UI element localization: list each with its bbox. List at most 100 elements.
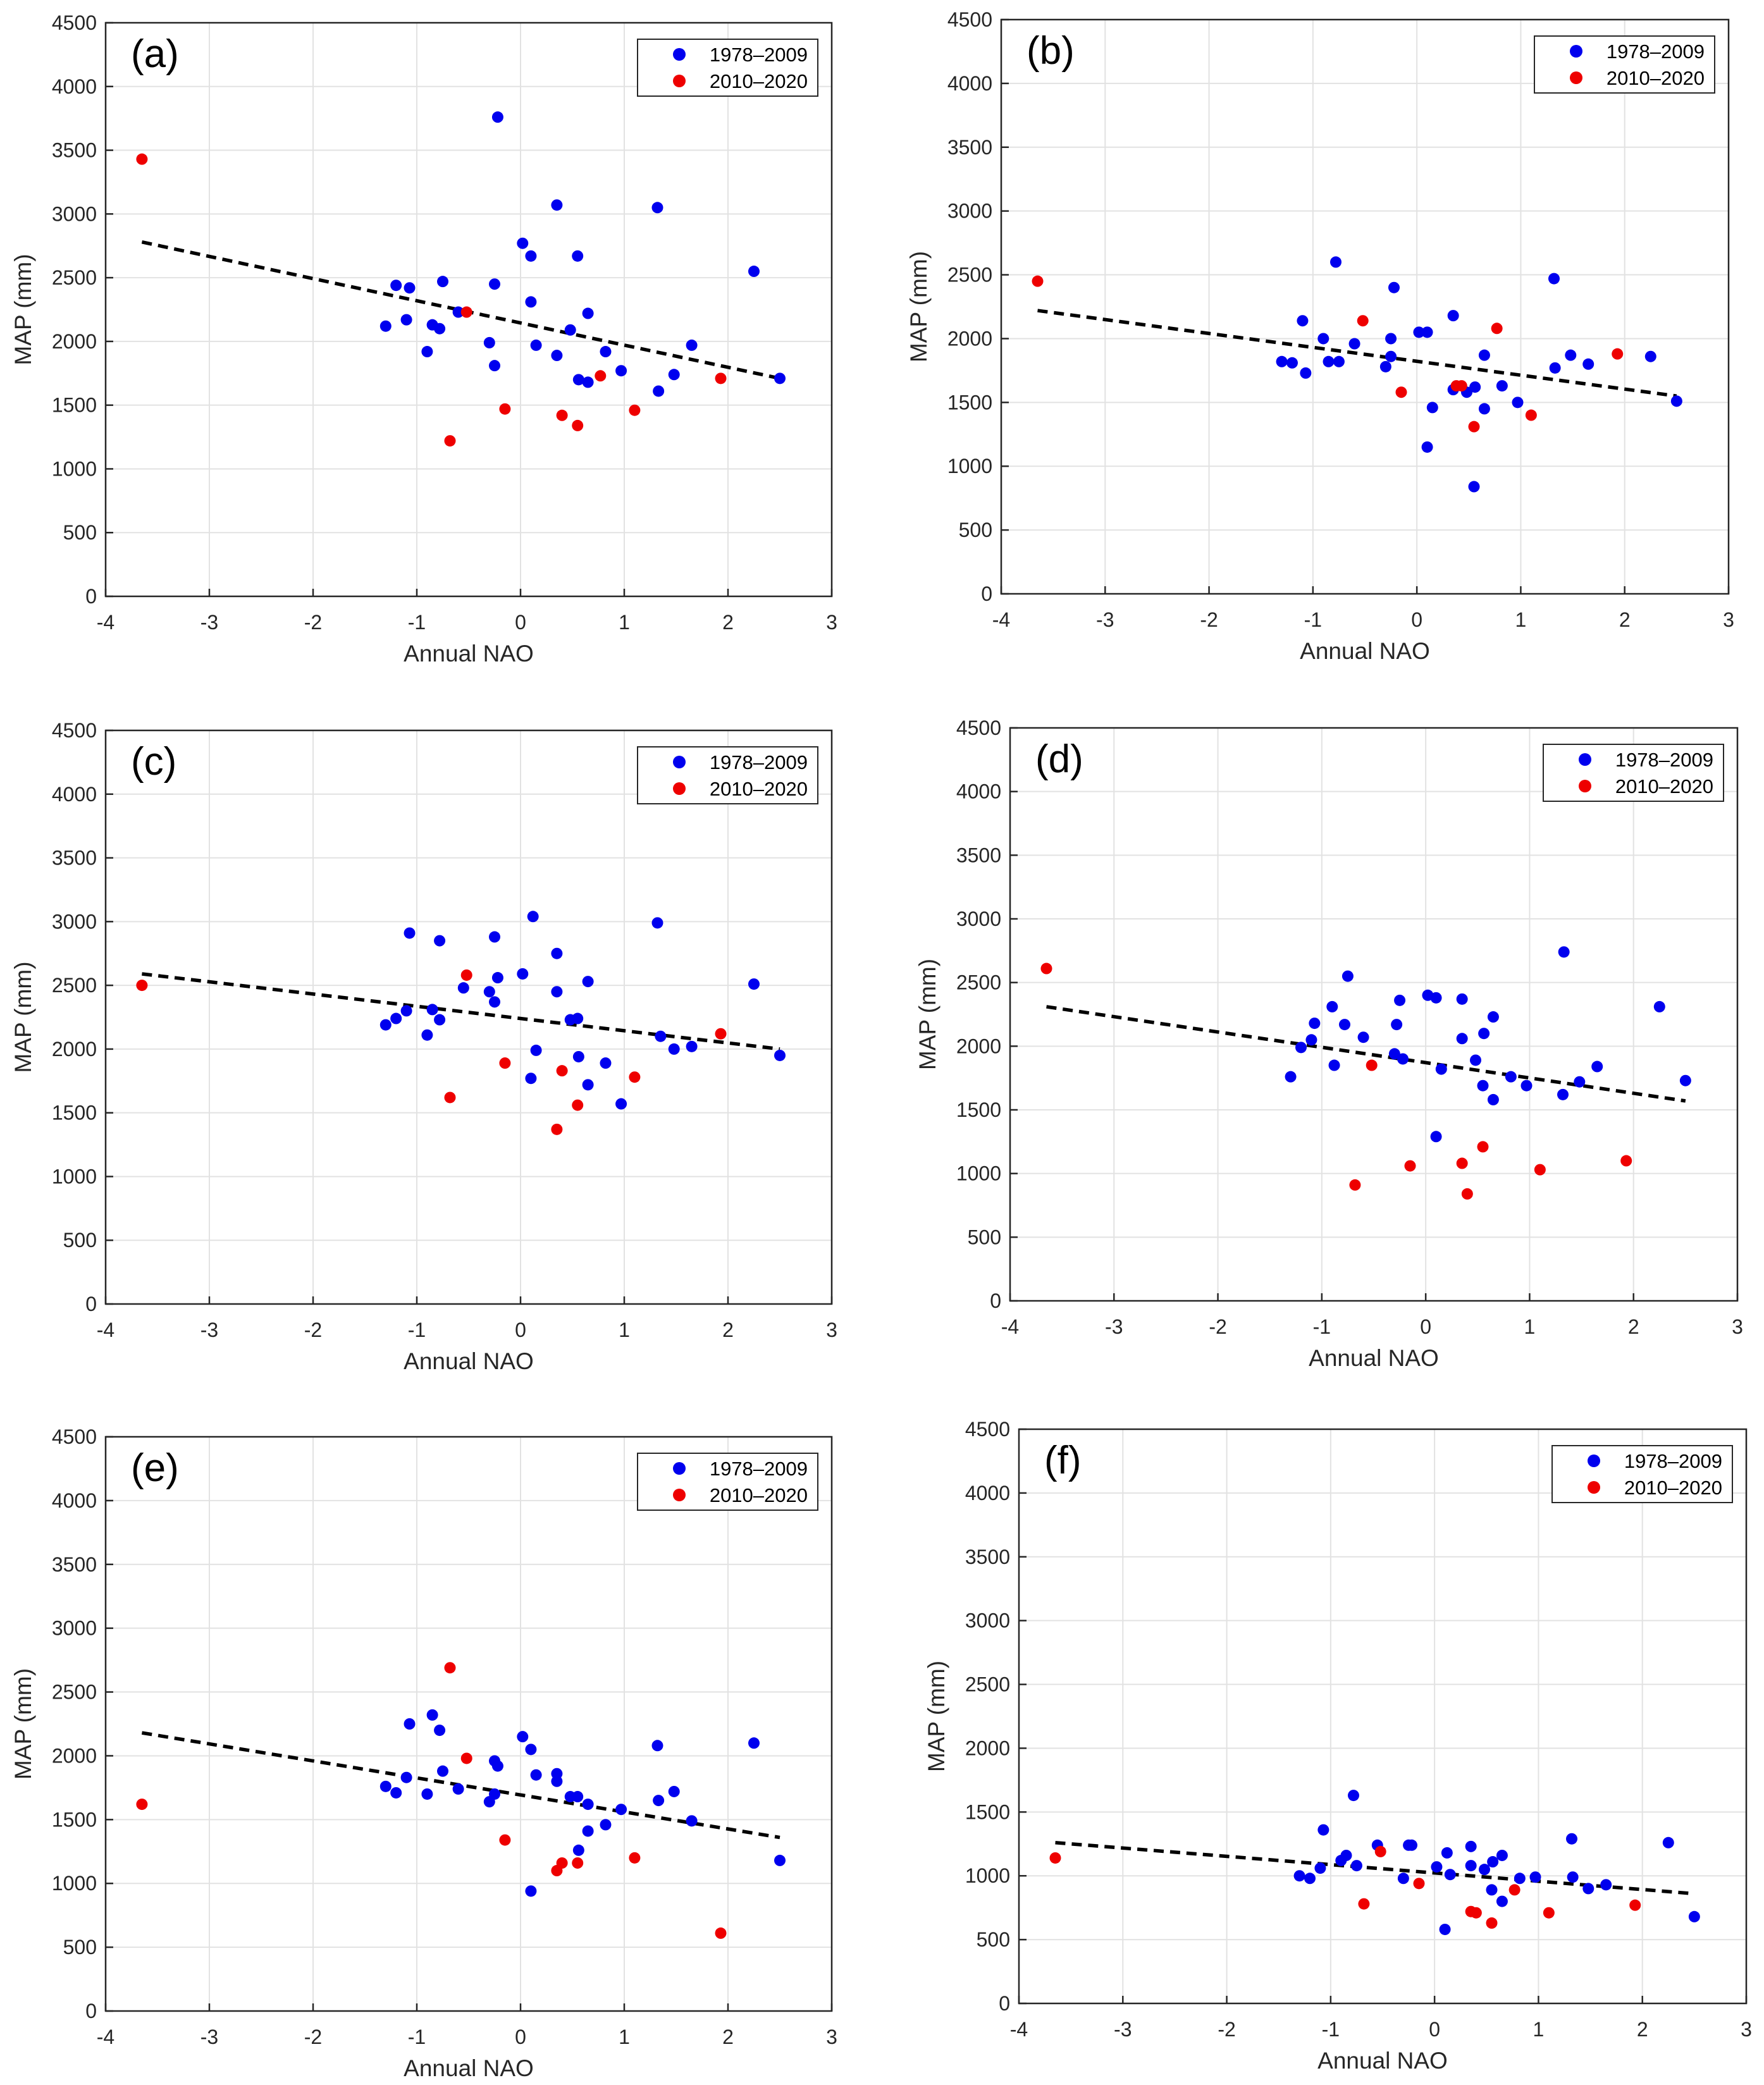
y-tick-label: 4000 (956, 780, 1001, 803)
data-point (1478, 349, 1490, 361)
data-point (1557, 1088, 1569, 1100)
data-point (1465, 1840, 1477, 1852)
data-point (1566, 1833, 1577, 1845)
x-axis-label: Annual NAO (404, 2055, 534, 2081)
data-point (572, 419, 584, 431)
data-point (400, 1005, 412, 1017)
x-tick-label: 0 (515, 1319, 526, 1341)
plot-area (106, 730, 832, 1304)
data-point (653, 1795, 665, 1807)
y-tick-label: 0 (999, 1992, 1010, 2015)
data-point (136, 980, 148, 992)
data-point (572, 250, 584, 262)
data-point (655, 1030, 667, 1042)
data-point (1456, 1157, 1468, 1169)
data-point (1629, 1899, 1641, 1911)
y-tick-label: 1500 (947, 391, 992, 414)
data-point (556, 409, 568, 421)
panel-title: (c) (131, 740, 176, 784)
y-tick-label: 3500 (52, 139, 97, 162)
data-point (437, 276, 448, 288)
data-point (668, 1043, 680, 1055)
trend-line (141, 240, 780, 381)
legend-marker (673, 782, 686, 795)
series-blue (379, 111, 786, 397)
series-red (1040, 963, 1632, 1200)
data-point (615, 365, 627, 377)
plot-area (1001, 20, 1729, 594)
y-tick-label: 3000 (947, 200, 992, 223)
y-tick-label: 3000 (52, 202, 97, 225)
x-tick-label: -4 (97, 2026, 114, 2048)
legend-label: 1978–2009 (710, 44, 808, 66)
data-point (1549, 362, 1561, 374)
data-point (1326, 1000, 1338, 1012)
y-tick-label: 4500 (965, 1418, 1010, 1441)
x-tick-label: 0 (515, 2026, 526, 2048)
data-point (1662, 1836, 1674, 1848)
y-tick-label: 4000 (52, 75, 97, 98)
legend-marker (673, 75, 686, 87)
data-point (1421, 326, 1433, 338)
data-point (1305, 1034, 1317, 1046)
data-point (525, 250, 537, 262)
data-point (1620, 1155, 1632, 1167)
x-tick-label: 0 (1420, 1315, 1431, 1338)
data-point (651, 202, 663, 214)
y-tick-label: 2500 (52, 1681, 97, 1704)
data-point (774, 1854, 786, 1866)
panel-title: (e) (131, 1446, 179, 1490)
data-point (1644, 350, 1656, 362)
data-point (572, 1012, 584, 1024)
data-point (572, 1844, 584, 1856)
y-tick-label: 1000 (965, 1864, 1010, 1887)
data-point (530, 339, 542, 351)
legend-box (637, 746, 818, 804)
legend-label: 1978–2009 (1624, 1450, 1722, 1472)
data-point (437, 1765, 448, 1777)
legend-label: 2010–2020 (1615, 775, 1713, 797)
panel-title: (b) (1027, 29, 1075, 73)
y-tick-label: 2000 (947, 327, 992, 350)
y-tick-label: 2500 (965, 1673, 1010, 1696)
x-tick-label: -3 (200, 1319, 218, 1341)
data-point (600, 1819, 612, 1831)
panel-title: (a) (131, 32, 179, 76)
panel-title: (f) (1044, 1439, 1082, 1482)
x-tick-label: -2 (1200, 608, 1218, 631)
y-tick-label: 500 (63, 1936, 97, 1959)
axes-box (104, 729, 833, 1305)
data-point (1357, 1031, 1369, 1043)
data-point (774, 372, 786, 384)
y-tick-label: 0 (85, 1293, 97, 1315)
data-point (1487, 1856, 1499, 1868)
x-axis-label: Annual NAO (1317, 2048, 1448, 2074)
x-tick-label: -3 (1114, 2018, 1132, 2041)
axes-box (1018, 1428, 1748, 2005)
series-red (136, 1662, 727, 1939)
x-tick-label: 1 (619, 2026, 630, 2048)
axes-box (1000, 18, 1730, 595)
data-point (1293, 1870, 1305, 1882)
data-point (1349, 1179, 1361, 1191)
data-point (1348, 338, 1360, 350)
data-point (1435, 1063, 1447, 1075)
data-point (1612, 348, 1624, 360)
data-point (1350, 1860, 1362, 1872)
y-tick-label: 4500 (52, 11, 97, 34)
data-point (499, 403, 511, 415)
data-point (1297, 315, 1309, 327)
data-point (1582, 1883, 1594, 1895)
data-point (517, 1731, 529, 1743)
panel-a: -4 -3 -2 -1 0 1 2 3 0 500 1000 1500 2000 2500 3000 3500… (10, 11, 837, 667)
data-point (615, 1098, 627, 1110)
x-tick-label: 1 (619, 611, 630, 634)
y-tick-label: 2000 (52, 1038, 97, 1061)
data-point (530, 1769, 542, 1781)
data-point (1456, 1033, 1468, 1045)
data-point (1441, 1847, 1453, 1859)
data-point (715, 1927, 727, 1939)
data-point (390, 280, 402, 292)
legend-marker (673, 756, 686, 768)
data-point (1285, 1071, 1297, 1083)
